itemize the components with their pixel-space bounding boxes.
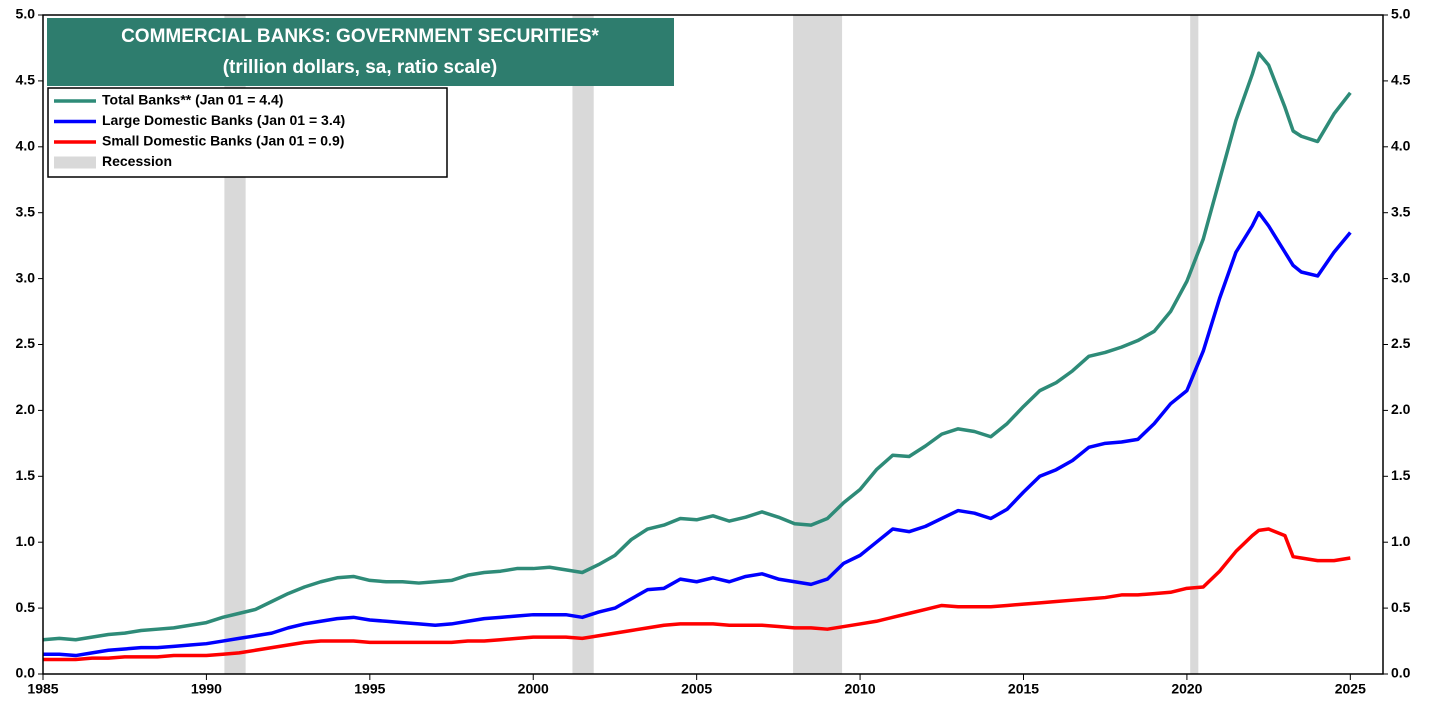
x-tick-label: 2000 [518,681,549,697]
y-tick-label: 1.5 [16,467,36,483]
y-tick-label: 3.0 [16,269,36,285]
title-box [47,18,674,86]
x-tick-label: 2005 [681,681,712,697]
x-tick-label: 1985 [27,681,58,697]
y2-tick-label: 1.5 [1391,467,1411,483]
x-tick-label: 2025 [1335,681,1366,697]
recession-band [572,15,594,674]
y2-tick-label: 1.0 [1391,533,1411,549]
legend: Total Banks** (Jan 01 = 4.4) Large Domest… [54,92,345,169]
series-line [43,210,1352,658]
legend-label: Recession [102,153,172,169]
series-line [42,51,1352,642]
y2-tick-label: 0.5 [1391,599,1411,615]
y2-tick-label: 0.0 [1391,665,1411,681]
legend-label: Total Banks** (Jan 01 = 4.4) [102,92,283,108]
legend-label: Small Domestic Banks (Jan 01 = 0.9) [102,133,344,149]
y2-tick-label: 3.0 [1391,269,1411,285]
y-tick-label: 0.0 [16,665,36,681]
legend-label: Large Domestic Banks (Jan 01 = 3.4) [102,112,345,128]
lines [42,51,1352,662]
recession-band [224,15,246,674]
series-line [43,527,1351,662]
y-tick-label: 2.0 [16,401,36,417]
chart-subtitle: (trillion dollars, sa, ratio scale) [223,57,498,78]
x-tick-label: 2010 [844,681,875,697]
recession-band [793,15,843,674]
recession-band [1190,15,1199,674]
y2-tick-label: 3.5 [1391,203,1411,219]
y-tick-label: 1.0 [16,533,36,549]
recession-bands [224,15,1199,674]
y-tick-label: 2.5 [16,335,36,351]
y2-tick-label: 4.5 [1391,72,1411,88]
x-tick-label: 2020 [1171,681,1202,697]
y2-tick-label: 5.0 [1391,6,1411,22]
y-tick-label: 5.0 [16,6,36,22]
legend-box [47,87,448,178]
y-tick-label: 4.5 [16,72,36,88]
y2-tick-label: 4.0 [1391,138,1411,154]
legend-swatch [54,156,96,169]
x-tick-label: 1990 [191,681,222,697]
y2-tick-label: 2.5 [1391,335,1411,351]
x-tick-label: 1995 [354,681,385,697]
y-tick-label: 0.5 [16,599,36,615]
y-tick-label: 3.5 [16,203,36,219]
x-tick-label: 2015 [1008,681,1039,697]
chart-title: COMMERCIAL BANKS: GOVERNMENT SECURITIES* [121,26,599,47]
y-tick-label: 4.0 [16,138,36,154]
y2-tick-label: 2.0 [1391,401,1411,417]
